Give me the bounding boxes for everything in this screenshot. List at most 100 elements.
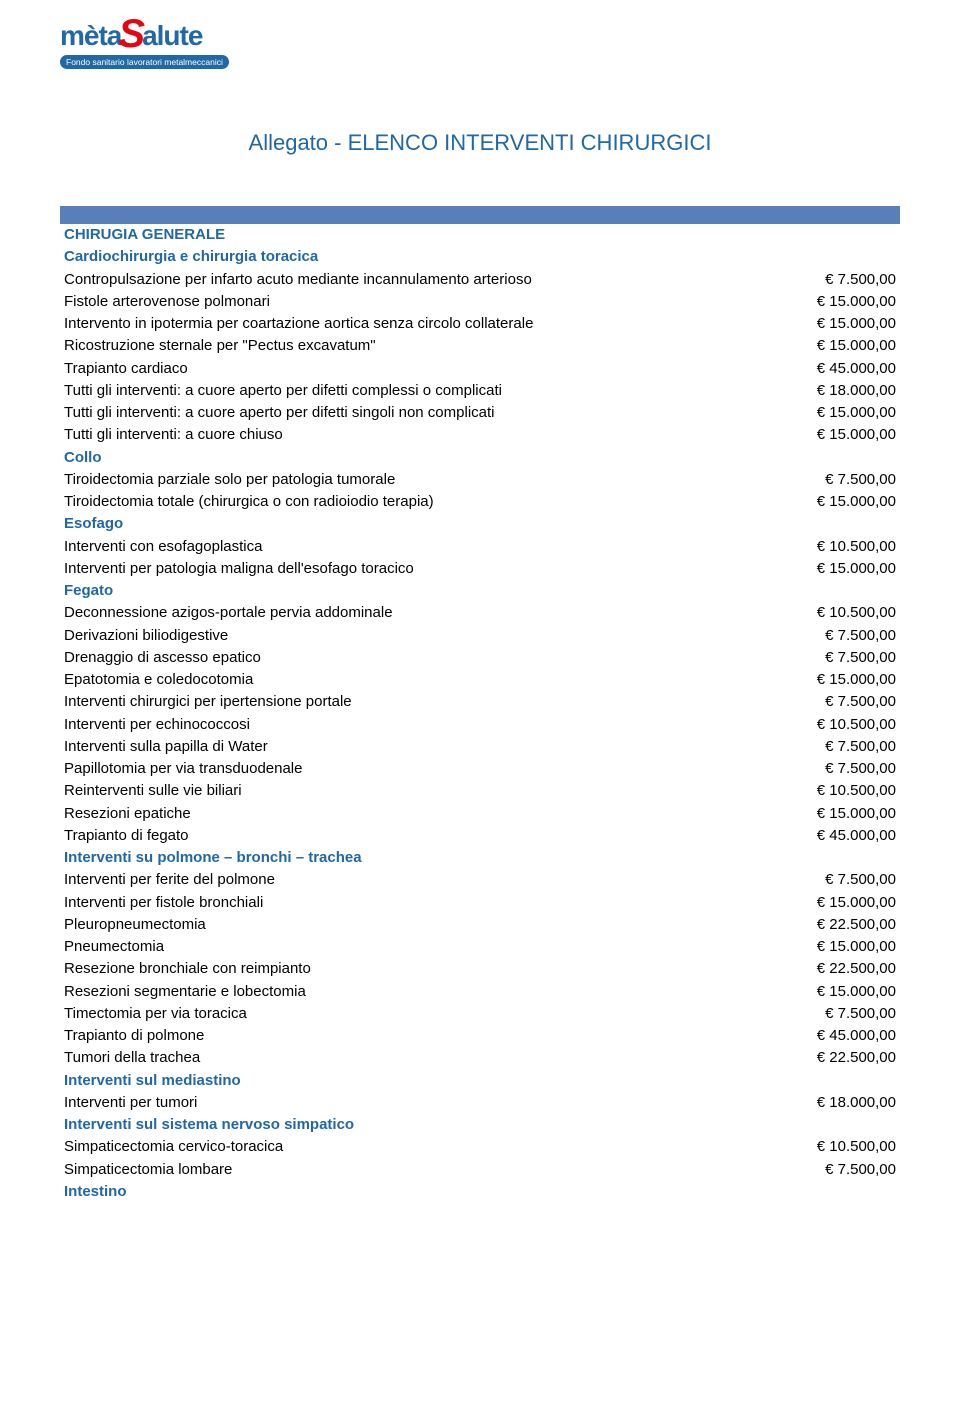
procedure-price: € 7.500,00	[780, 736, 900, 758]
logo-text-meta: mèta	[60, 20, 121, 52]
procedure-label: Resezioni epatiche	[60, 803, 780, 825]
procedure-price: € 7.500,00	[780, 758, 900, 780]
table-row: Simpaticectomia lombare€ 7.500,00	[60, 1159, 900, 1181]
procedure-price: € 22.500,00	[780, 958, 900, 980]
table-row: Interventi per tumori€ 18.000,00	[60, 1092, 900, 1114]
procedure-price: € 15.000,00	[780, 558, 900, 580]
procedure-label: Interventi con esofagoplastica	[60, 536, 780, 558]
procedure-label: Ricostruzione sternale per "Pectus excav…	[60, 335, 780, 357]
table-row: Interventi per fistole bronchiali€ 15.00…	[60, 892, 900, 914]
procedures-table: CHIRUGIA GENERALECardiochirurgia e chiru…	[60, 206, 900, 1203]
heading-label: Fegato	[60, 580, 780, 602]
table-row: Epatotomia e coledocotomia€ 15.000,00	[60, 669, 900, 691]
procedure-price: € 15.000,00	[780, 892, 900, 914]
procedure-price: € 45.000,00	[780, 1025, 900, 1047]
procedure-price: € 7.500,00	[780, 1003, 900, 1025]
document-title: Allegato - ELENCO INTERVENTI CHIRURGICI	[60, 130, 900, 156]
procedure-price: € 15.000,00	[780, 313, 900, 335]
table-row: Pleuropneumectomia€ 22.500,00	[60, 914, 900, 936]
procedure-label: Trapianto di fegato	[60, 825, 780, 847]
procedure-price: € 7.500,00	[780, 691, 900, 713]
logo-text-accent: S	[118, 22, 145, 46]
procedure-price: € 45.000,00	[780, 825, 900, 847]
table-row: Resezioni segmentarie e lobectomia€ 15.0…	[60, 981, 900, 1003]
section-heading: CHIRUGIA GENERALE	[60, 224, 900, 246]
procedure-price: € 15.000,00	[780, 424, 900, 446]
procedure-label: Interventi per fistole bronchiali	[60, 892, 780, 914]
procedure-price: € 7.500,00	[780, 869, 900, 891]
table-row: Fistole arterovenose polmonari€ 15.000,0…	[60, 291, 900, 313]
procedure-label: Papillotomia per via transduodenale	[60, 758, 780, 780]
heading-label: Esofago	[60, 513, 780, 535]
procedure-label: Tutti gli interventi: a cuore aperto per…	[60, 402, 780, 424]
logo: mètaSalute	[60, 20, 900, 52]
heading-label: Intestino	[60, 1181, 780, 1203]
heading-label: Collo	[60, 447, 780, 469]
procedure-label: Fistole arterovenose polmonari	[60, 291, 780, 313]
table-row: Reinterventi sulle vie biliari€ 10.500,0…	[60, 780, 900, 802]
procedure-label: Pleuropneumectomia	[60, 914, 780, 936]
procedure-label: Reinterventi sulle vie biliari	[60, 780, 780, 802]
procedure-label: Simpaticectomia lombare	[60, 1159, 780, 1181]
procedure-price: € 15.000,00	[780, 669, 900, 691]
table-row: Trapianto di fegato€ 45.000,00	[60, 825, 900, 847]
table-row: Tiroidectomia parziale solo per patologi…	[60, 469, 900, 491]
table-row: Interventi chirurgici per ipertensione p…	[60, 691, 900, 713]
table-row: Pneumectomia€ 15.000,00	[60, 936, 900, 958]
section-heading: Fegato	[60, 580, 900, 602]
procedure-label: Tutti gli interventi: a cuore chiuso	[60, 424, 780, 446]
table-row: Interventi sulla papilla di Water€ 7.500…	[60, 736, 900, 758]
table-row: Intervento in ipotermia per coartazione …	[60, 313, 900, 335]
section-bar	[60, 206, 900, 224]
section-heading: Collo	[60, 447, 900, 469]
procedure-label: Tiroidectomia parziale solo per patologi…	[60, 469, 780, 491]
table-row: Simpaticectomia cervico-toracica€ 10.500…	[60, 1136, 900, 1158]
procedure-label: Intervento in ipotermia per coartazione …	[60, 313, 780, 335]
heading-label: Interventi sul mediastino	[60, 1070, 780, 1092]
procedure-label: Resezioni segmentarie e lobectomia	[60, 981, 780, 1003]
procedure-price: € 7.500,00	[780, 647, 900, 669]
procedure-label: Interventi per echinococcosi	[60, 714, 780, 736]
procedure-label: Pneumectomia	[60, 936, 780, 958]
table-row: Resezione bronchiale con reimpianto€ 22.…	[60, 958, 900, 980]
procedure-label: Resezione bronchiale con reimpianto	[60, 958, 780, 980]
table-row: Tutti gli interventi: a cuore aperto per…	[60, 402, 900, 424]
section-heading: Interventi sul mediastino	[60, 1070, 900, 1092]
procedure-price: € 15.000,00	[780, 291, 900, 313]
procedure-price: € 7.500,00	[780, 269, 900, 291]
table-row: Interventi per echinococcosi€ 10.500,00	[60, 714, 900, 736]
table-row: Tumori della trachea€ 22.500,00	[60, 1047, 900, 1069]
procedure-label: Derivazioni biliodigestive	[60, 625, 780, 647]
procedure-price: € 18.000,00	[780, 380, 900, 402]
procedure-label: Contropulsazione per infarto acuto media…	[60, 269, 780, 291]
section-heading: Interventi sul sistema nervoso simpatico	[60, 1114, 900, 1136]
procedure-label: Drenaggio di ascesso epatico	[60, 647, 780, 669]
table-row: Tutti gli interventi: a cuore aperto per…	[60, 380, 900, 402]
table-row: Papillotomia per via transduodenale€ 7.5…	[60, 758, 900, 780]
heading-label: CHIRUGIA GENERALE	[60, 224, 780, 246]
procedure-label: Interventi per tumori	[60, 1092, 780, 1114]
table-row: Timectomia per via toracica€ 7.500,00	[60, 1003, 900, 1025]
table-row: Drenaggio di ascesso epatico€ 7.500,00	[60, 647, 900, 669]
logo-subtitle: Fondo sanitario lavoratori metalmeccanic…	[60, 55, 229, 69]
logo-text-alute: alute	[142, 20, 202, 52]
table-row: Resezioni epatiche€ 15.000,00	[60, 803, 900, 825]
procedure-price: € 15.000,00	[780, 803, 900, 825]
table-row: Interventi per patologia maligna dell'es…	[60, 558, 900, 580]
heading-label: Cardiochirurgia e chirurgia toracica	[60, 246, 780, 268]
procedure-price: € 22.500,00	[780, 914, 900, 936]
table-row: Trapianto di polmone€ 45.000,00	[60, 1025, 900, 1047]
procedure-label: Trapianto di polmone	[60, 1025, 780, 1047]
table-row: Derivazioni biliodigestive€ 7.500,00	[60, 625, 900, 647]
procedure-price: € 15.000,00	[780, 936, 900, 958]
logo-area: mètaSalute Fondo sanitario lavoratori me…	[60, 20, 900, 70]
procedure-label: Interventi chirurgici per ipertensione p…	[60, 691, 780, 713]
table-row: Ricostruzione sternale per "Pectus excav…	[60, 335, 900, 357]
procedure-label: Tiroidectomia totale (chirurgica o con r…	[60, 491, 780, 513]
procedure-label: Tumori della trachea	[60, 1047, 780, 1069]
procedure-label: Simpaticectomia cervico-toracica	[60, 1136, 780, 1158]
heading-label: Interventi sul sistema nervoso simpatico	[60, 1114, 780, 1136]
section-heading: Interventi su polmone – bronchi – trache…	[60, 847, 900, 869]
table-row: Trapianto cardiaco€ 45.000,00	[60, 358, 900, 380]
procedure-price: € 22.500,00	[780, 1047, 900, 1069]
